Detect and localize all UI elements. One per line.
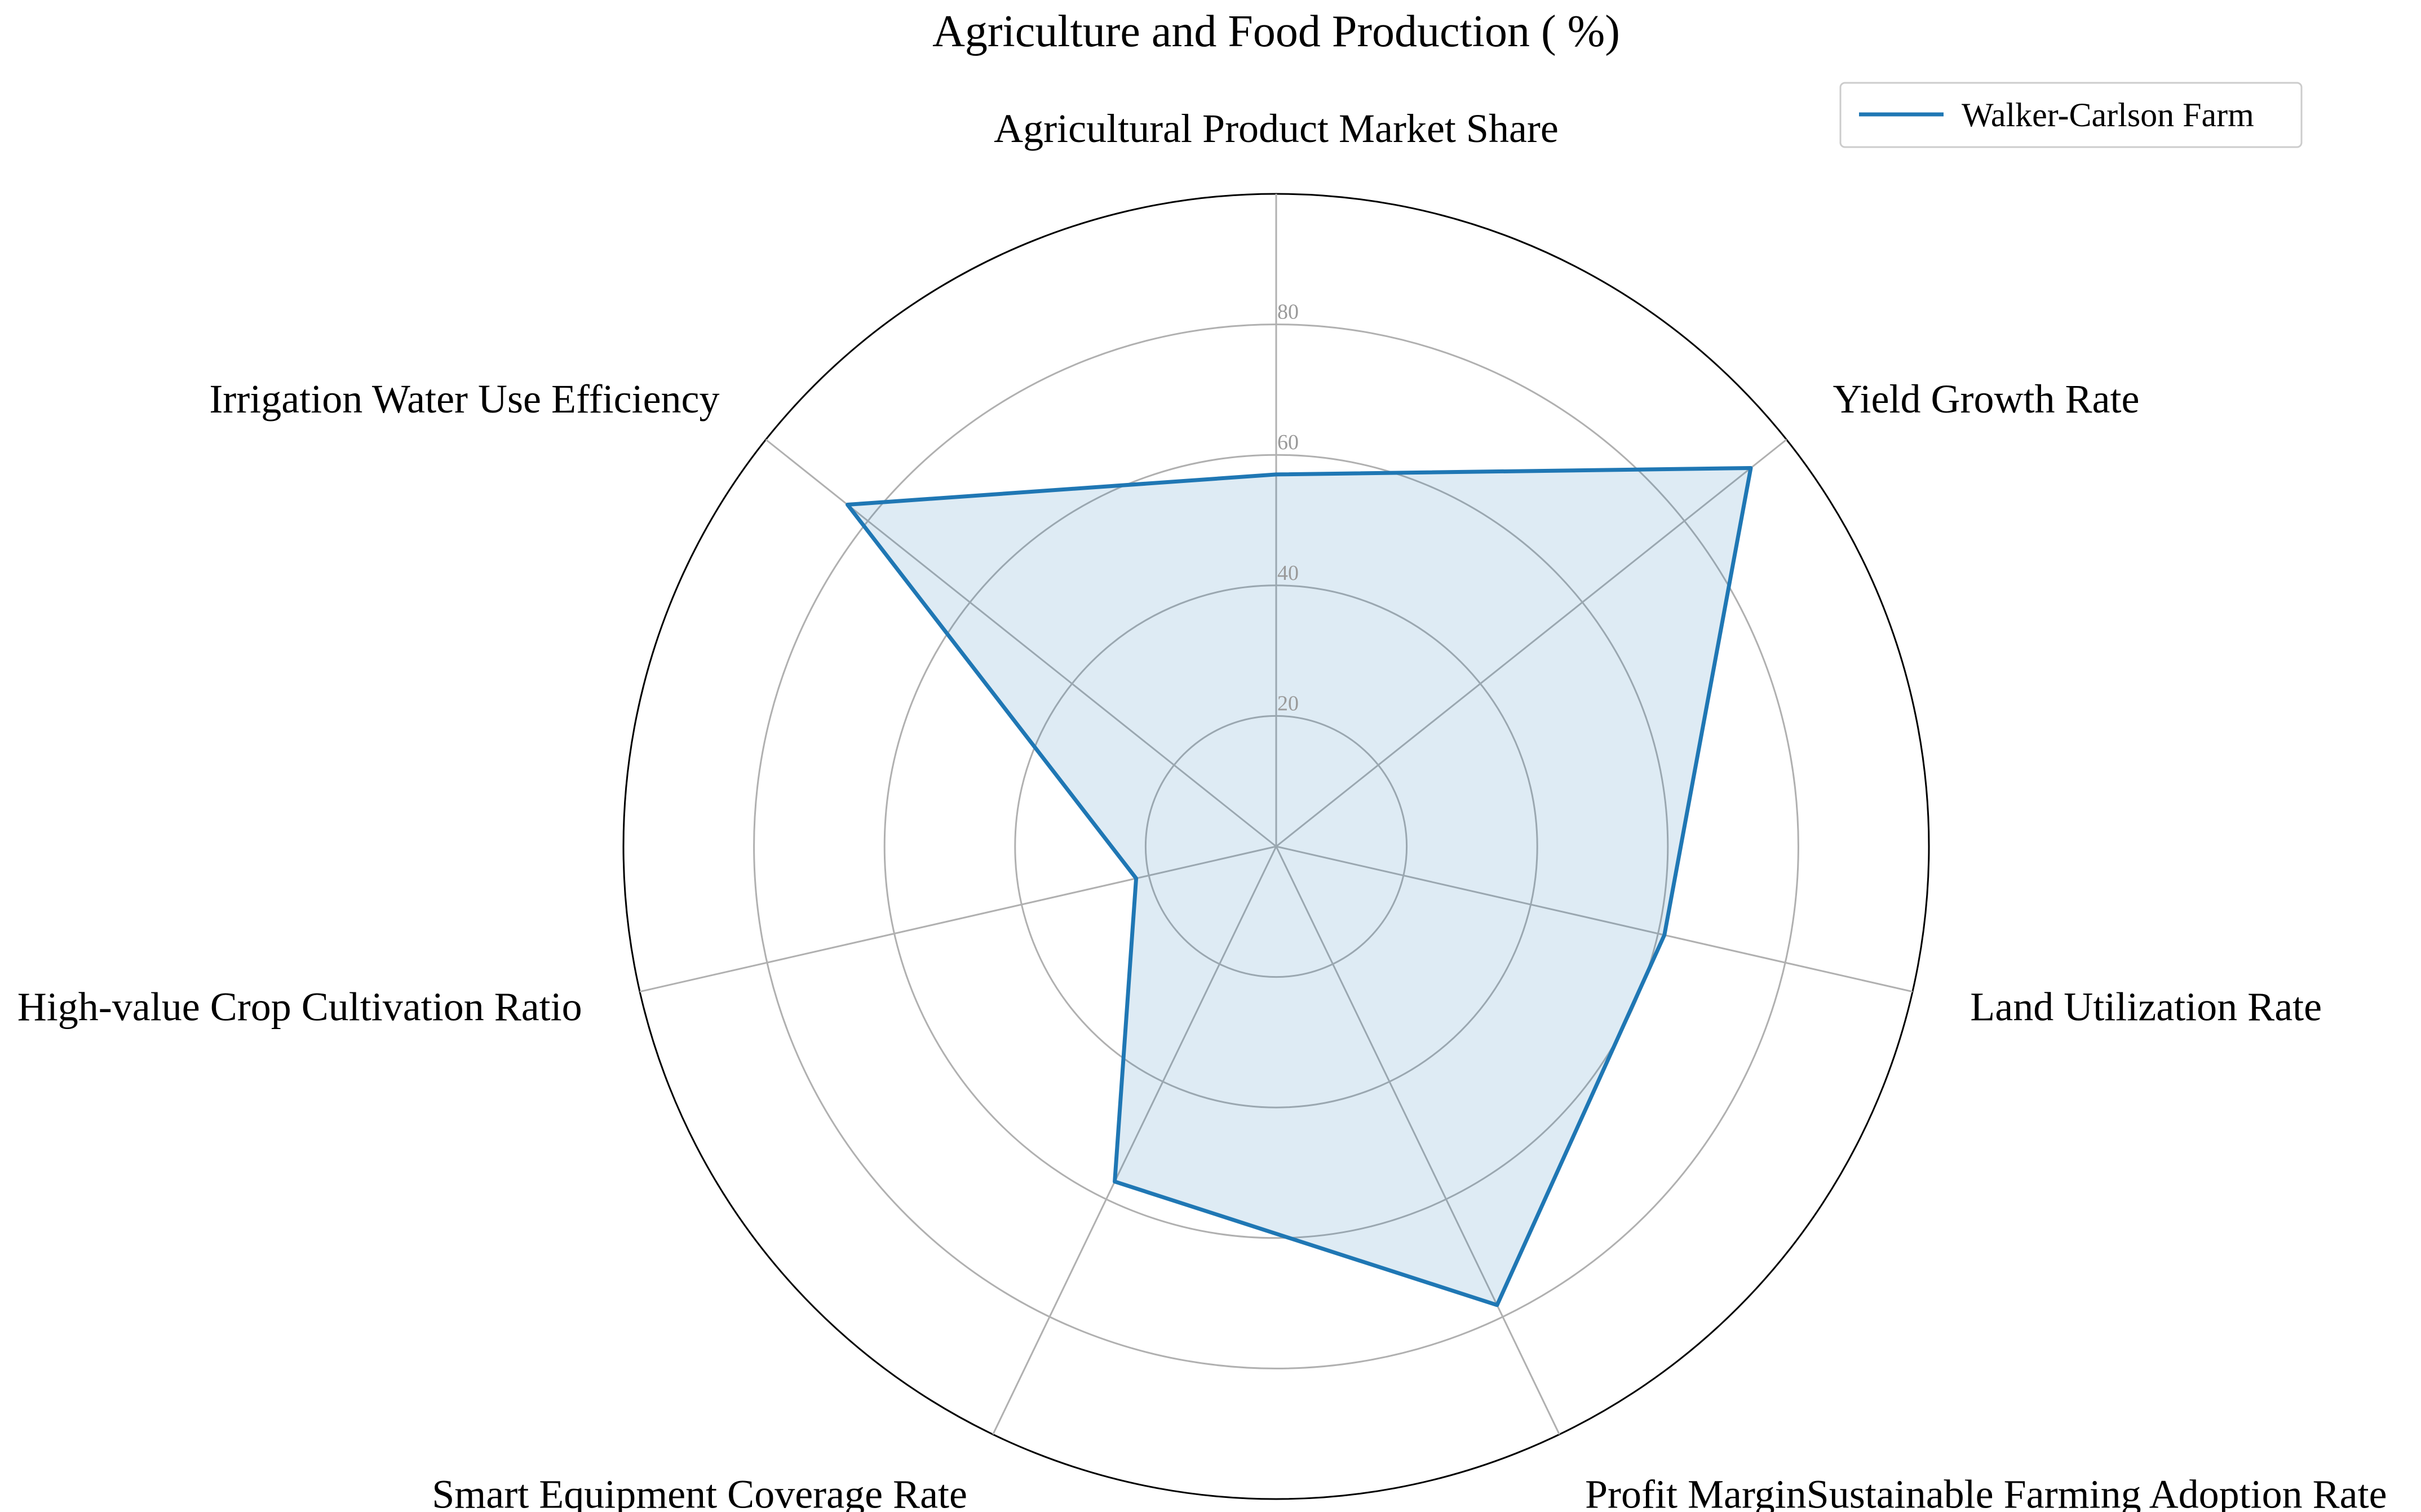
series-layer bbox=[846, 466, 1753, 1307]
series-line bbox=[846, 466, 1753, 1307]
category-label: Profit MarginSustainable Farming Adoptio… bbox=[1585, 1472, 2387, 1512]
radial-tick-label: 20 bbox=[1277, 691, 1299, 715]
category-label: Smart Equipment Coverage Rate bbox=[432, 1472, 967, 1512]
category-label: Land Utilization Rate bbox=[1970, 985, 2322, 1030]
spoke-line bbox=[1275, 846, 1560, 1435]
category-label: High-value Crop Cultivation Ratio bbox=[17, 985, 582, 1030]
category-labels: Agricultural Product Market Share Yield G… bbox=[17, 106, 2387, 1512]
series-area bbox=[847, 468, 1751, 1305]
category-label: Irrigation Water Use Efficiency bbox=[209, 376, 719, 422]
category-label: Agricultural Product Market Share bbox=[994, 106, 1559, 151]
chart-title: Agriculture and Food Production ( %) bbox=[932, 7, 1620, 56]
category-label: Yield Growth Rate bbox=[1833, 376, 2140, 422]
spoke-line bbox=[1276, 438, 1787, 848]
radial-tick-label: 40 bbox=[1277, 561, 1299, 585]
spoke-line bbox=[639, 845, 1277, 993]
radial-tick-label: 60 bbox=[1277, 431, 1299, 454]
spoke-line bbox=[1276, 845, 1913, 993]
legend: Walker-Carlson Farm bbox=[1839, 82, 2303, 148]
radial-tick-label: 80 bbox=[1277, 300, 1299, 324]
legend-frame bbox=[1839, 82, 2303, 148]
radial-tick-labels: 20 40 60 80 bbox=[1277, 300, 1299, 716]
legend-label: Walker-Carlson Farm bbox=[1962, 96, 2254, 134]
spoke-line bbox=[992, 846, 1277, 1435]
